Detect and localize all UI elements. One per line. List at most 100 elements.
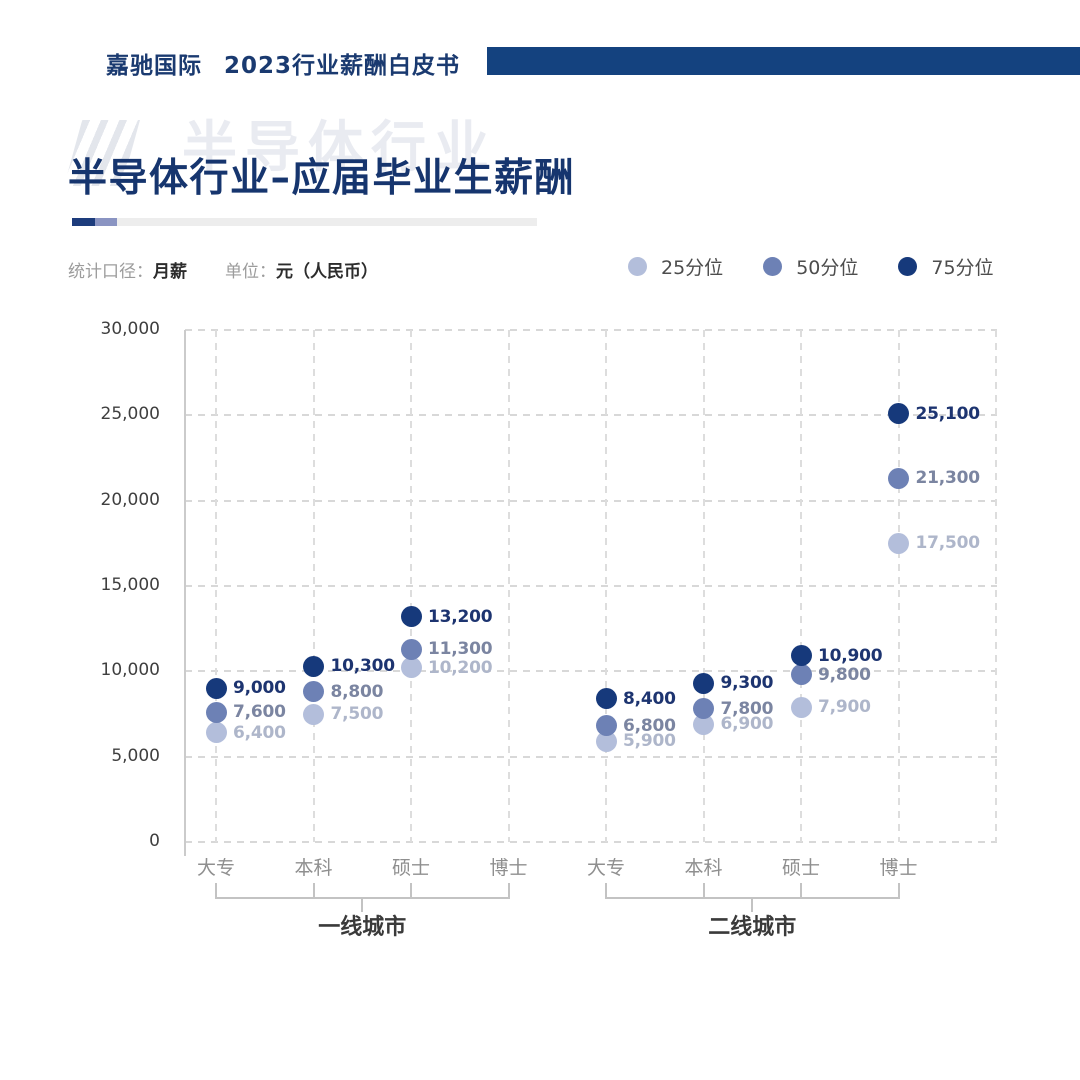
data-point-label: 7,500 — [330, 704, 384, 724]
data-point-dot — [205, 677, 227, 699]
data-point-dot — [303, 681, 324, 703]
title-bar-segment-dark — [72, 218, 95, 226]
data-point-label: 9,000 — [233, 678, 286, 699]
v-gridline — [897, 330, 900, 842]
v-gridline — [410, 330, 412, 842]
title-bar-segment-medium — [95, 218, 117, 226]
data-point-label: 25,100 — [915, 403, 981, 424]
data-point-dot — [888, 403, 909, 425]
data-point-dot — [790, 645, 812, 667]
y-axis-line — [184, 330, 186, 856]
v-gridline — [605, 330, 607, 842]
caliber-label: 统计口径： — [68, 262, 153, 282]
legend-item: 75分位 — [898, 253, 994, 280]
data-point-dot — [400, 606, 422, 628]
data-point-label: 10,900 — [818, 645, 883, 666]
data-point-dot — [205, 722, 227, 744]
data-point-dot — [693, 698, 714, 720]
x-axis-category-label: 博士 — [489, 857, 528, 879]
legend-item: 25分位 — [628, 253, 723, 280]
h-gridline — [185, 670, 997, 673]
data-point-label: 8,800 — [330, 681, 384, 702]
data-point-label: 8,400 — [623, 688, 676, 709]
legend-dot-icon — [763, 257, 783, 276]
data-point-dot — [693, 713, 714, 735]
y-axis-tick-label: 20,000 — [100, 489, 160, 510]
group-bracket-center-tick — [751, 898, 754, 912]
data-point-label: 7,800 — [720, 698, 774, 719]
data-point-dot — [303, 655, 324, 677]
data-point-label: 9,800 — [818, 664, 871, 685]
legend-dot-icon — [898, 257, 918, 276]
data-point-label: 6,400 — [233, 722, 286, 743]
data-point-dot — [205, 701, 227, 723]
legend-label: 75分位 — [931, 257, 994, 279]
legend-label: 50分位 — [796, 257, 859, 279]
legend-item: 50分位 — [763, 253, 858, 280]
data-point-label: 11,300 — [428, 639, 493, 660]
v-gridline — [995, 330, 997, 842]
x-axis-category-label: 本科 — [684, 857, 723, 879]
data-point-label: 5,900 — [623, 731, 676, 752]
data-point-label: 9,300 — [720, 673, 774, 694]
x-axis-category-label: 本科 — [294, 857, 333, 879]
data-point-dot — [400, 638, 422, 660]
data-point-label: 6,800 — [623, 715, 676, 736]
x-axis-category-label: 大专 — [196, 857, 235, 879]
y-axis-tick-label: 15,000 — [100, 575, 160, 595]
x-axis-category-label: 硕士 — [781, 857, 820, 879]
v-gridline — [800, 330, 802, 842]
h-gridline — [185, 841, 997, 843]
chart-meta: 统计口径： 月薪 单位： 元（人民币） — [68, 257, 378, 282]
data-point-dot — [595, 715, 617, 737]
x-axis-category-label: 硕士 — [391, 857, 430, 879]
caliber-value: 月薪 — [153, 262, 187, 282]
data-point-label: 10,300 — [330, 656, 396, 677]
data-point-dot — [790, 664, 812, 686]
group-bracket-tick — [410, 883, 412, 898]
group-bracket-tick — [702, 883, 705, 898]
group-bracket-center-tick — [361, 898, 364, 912]
group-bracket-tick — [605, 883, 607, 898]
group-bracket-tick — [897, 883, 900, 898]
h-gridline — [185, 755, 997, 758]
x-axis-category-label: 博士 — [879, 857, 918, 879]
data-point-label: 13,200 — [428, 606, 493, 627]
y-axis-tick-label: 30,000 — [100, 319, 160, 339]
unit-label: 单位： — [225, 262, 276, 282]
legend-dot-icon — [628, 257, 647, 276]
data-point-label: 7,900 — [818, 697, 871, 718]
title-bar-segment-light — [117, 218, 537, 226]
page-title: 半导体行业–应届毕业生薪酬 — [68, 156, 576, 201]
v-gridline — [702, 330, 705, 842]
h-gridline — [185, 329, 997, 331]
data-point-label: 10,200 — [428, 657, 493, 678]
report-title: 2023行业薪酬白皮书 — [224, 53, 461, 79]
title-watermark: 半导体行业 — [182, 115, 498, 179]
v-gridline — [312, 330, 315, 842]
data-point-dot — [303, 703, 324, 725]
chart-legend: 25分位 50分位 75分位 — [628, 253, 994, 280]
data-point-dot — [888, 467, 909, 489]
h-gridline — [185, 585, 997, 587]
brand-name: 嘉驰国际 — [106, 53, 202, 79]
data-point-dot — [595, 688, 617, 710]
group-bracket-tick — [507, 883, 510, 898]
title-underline-bar — [72, 218, 537, 226]
x-axis-category-label: 大专 — [586, 857, 625, 879]
group-bracket-tick — [800, 883, 802, 898]
group-label: 二线城市 — [708, 915, 797, 940]
h-gridline — [185, 414, 997, 417]
y-axis-tick-label: 0 — [149, 831, 160, 851]
data-point-label: 7,600 — [233, 702, 286, 723]
y-axis-tick-label: 5,000 — [111, 745, 160, 766]
h-gridline — [185, 499, 997, 502]
unit-value: 元（人民币） — [276, 262, 378, 282]
group-label: 一线城市 — [318, 915, 407, 940]
y-axis-tick-label: 10,000 — [100, 660, 160, 681]
group-bracket-tick — [312, 883, 315, 898]
y-axis-tick-label: 25,000 — [100, 404, 160, 425]
data-point-dot — [888, 532, 909, 554]
